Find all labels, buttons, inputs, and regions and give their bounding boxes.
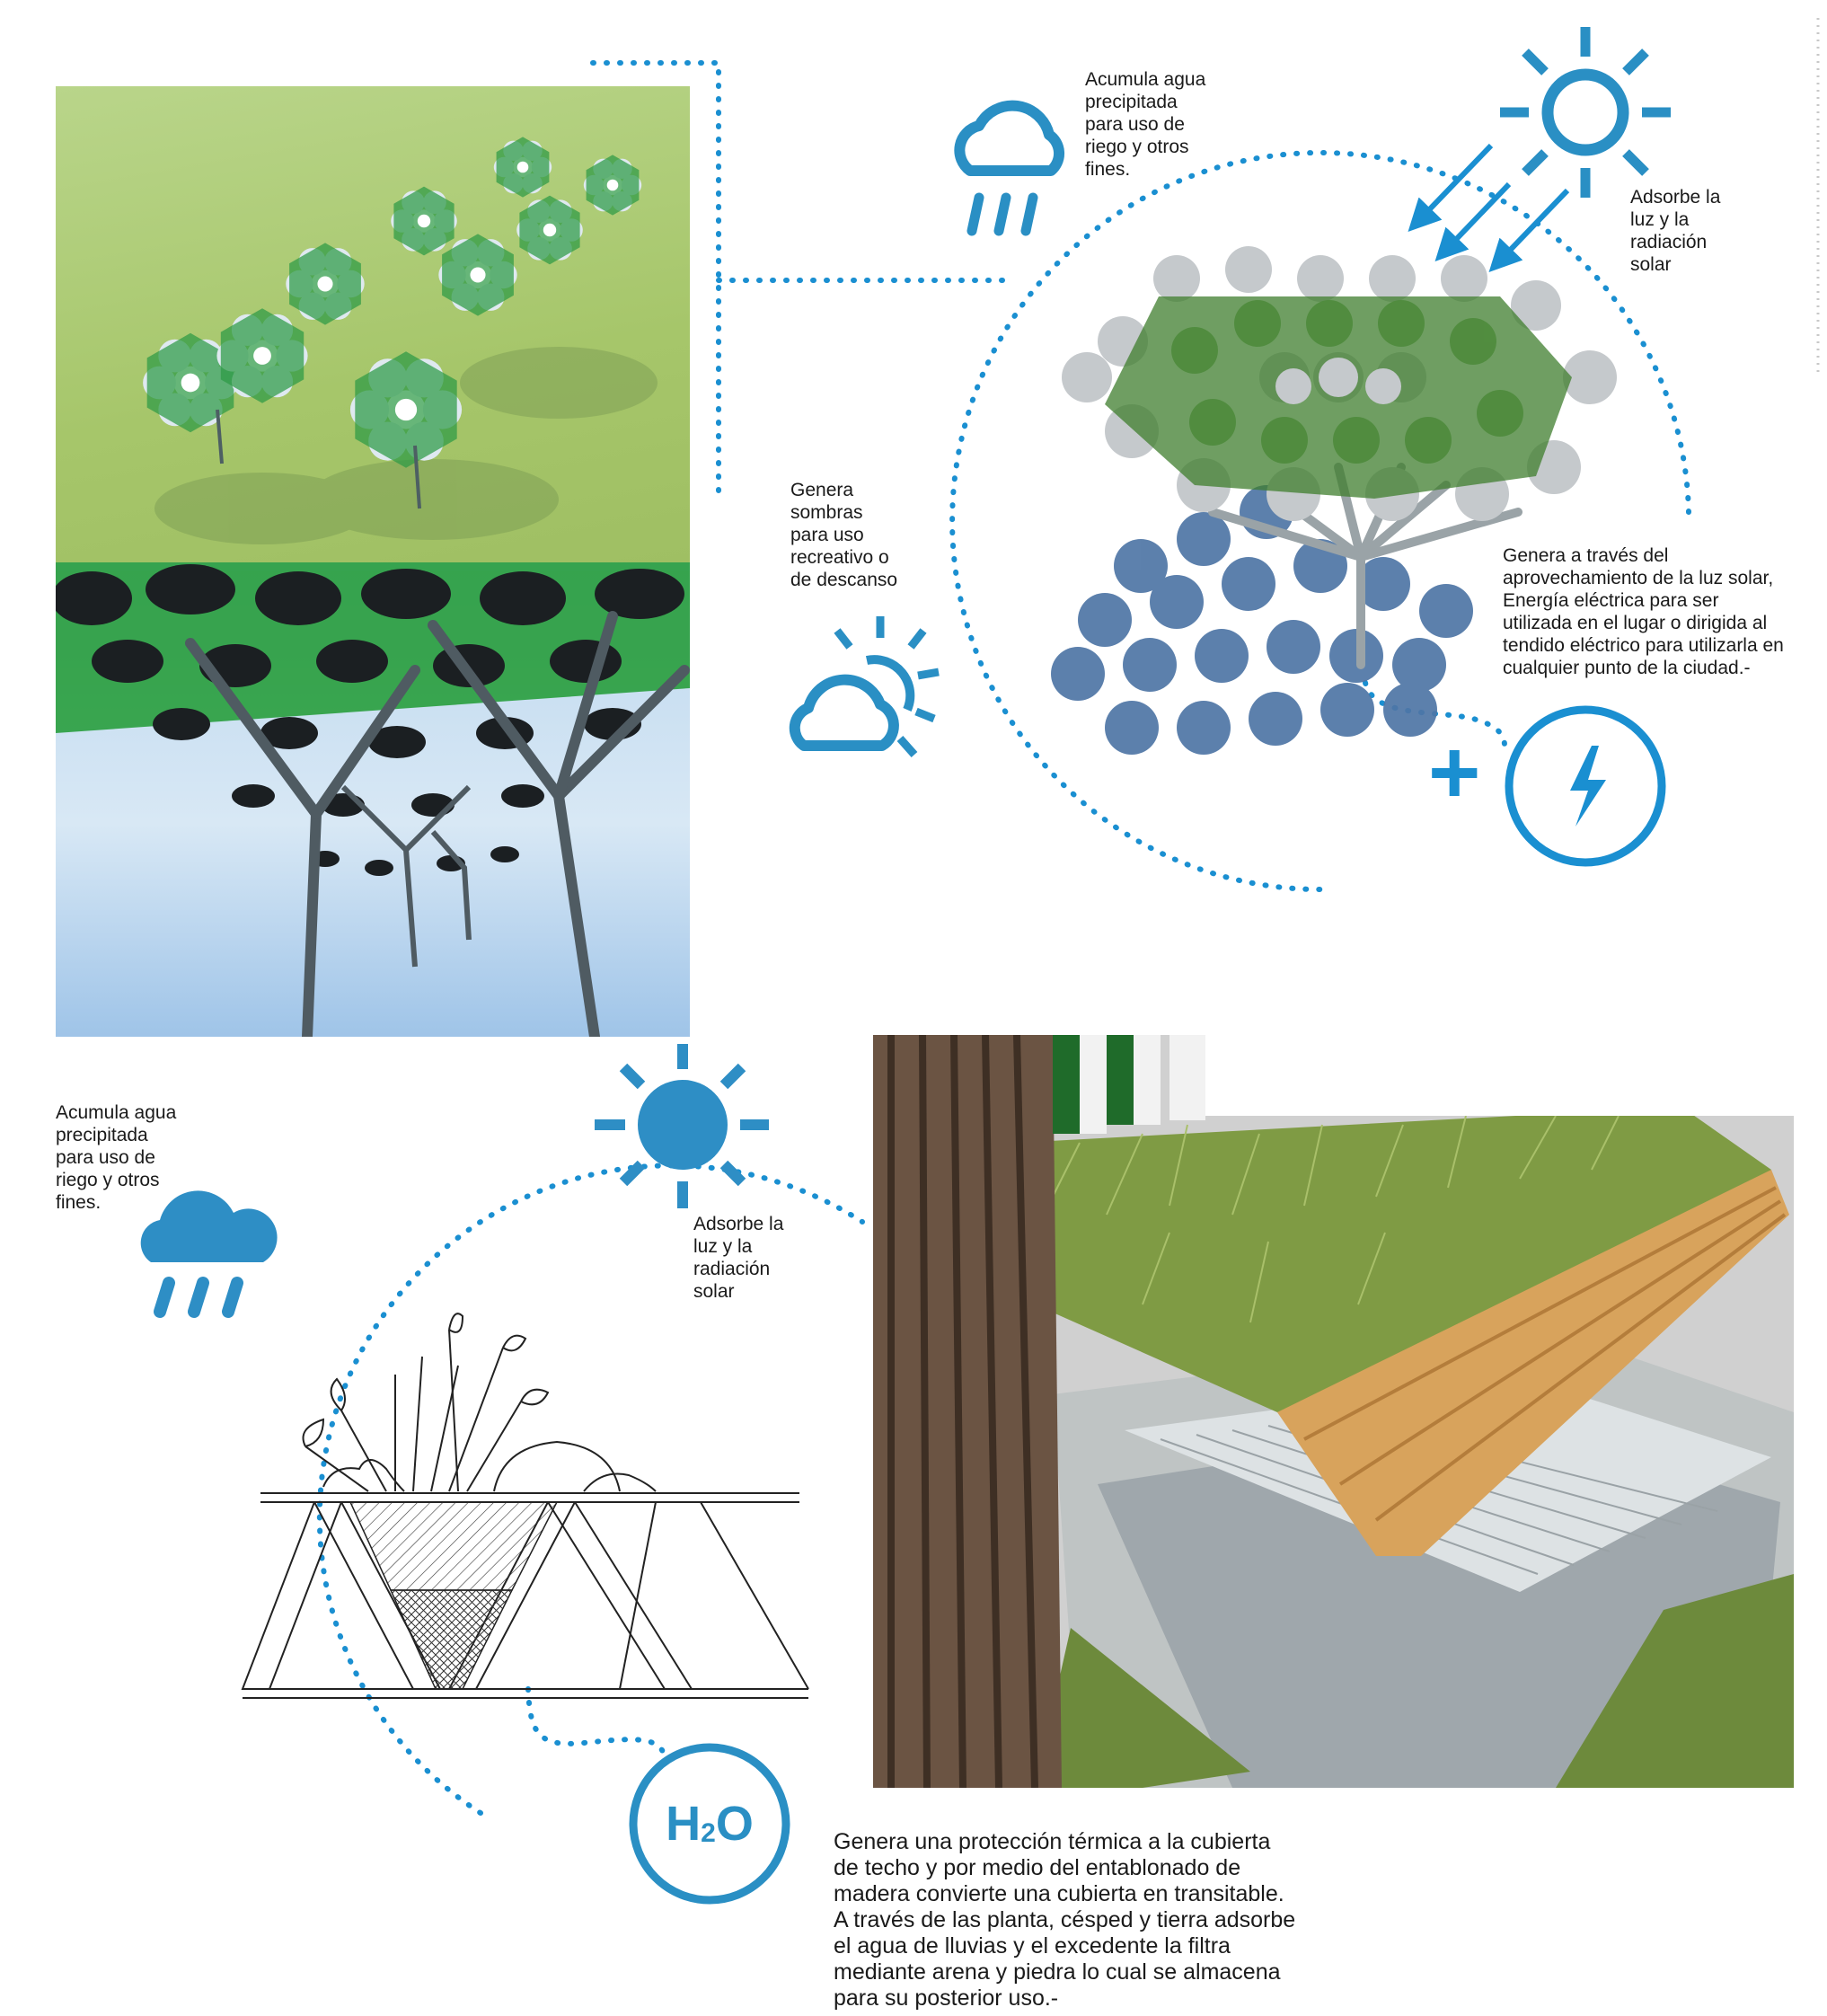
top-water-caption: Acumula agua precipitada para uso de rie… [1085,69,1206,180]
top-energy-caption: Genera a través del aprovechamiento de l… [1503,545,1784,678]
bottom-roof-caption: Genera una protección térmica a la cubie… [834,1829,1296,2011]
bottom-solar-caption: Adsorbe la luz y la radiación solar [693,1214,784,1302]
canopy-aerial-drawing [143,137,658,544]
canopy-underside-drawing [56,562,690,1037]
h2o-h: H [666,1797,702,1851]
rain-cloud-filled-icon [140,1190,278,1318]
electricity-icon [1505,705,1666,867]
solar-tree-diagram [1051,246,1617,755]
top-solar-caption: Adsorbe la luz y la radiación solar [1630,187,1721,275]
green-roof-render-drawing [873,1035,1794,1788]
bottom-water-caption: Acumula agua precipitada para uso de rie… [56,1102,177,1213]
solar-canopy-aerial-render [56,86,690,562]
cloud-sun-icon [789,616,940,757]
green-roof-section-drawing [241,1313,809,1699]
plus-symbol: + [1428,722,1481,823]
sunlight-arrows-icon [1408,143,1570,272]
sun-filled-icon [595,1044,769,1208]
h2o-o: O [715,1797,754,1851]
h2o-circle-icon [629,1743,790,1905]
solar-canopy-underside-render [56,562,690,1037]
rain-cloud-icon [954,100,1065,236]
sun-outline-icon [1500,27,1671,198]
green-roof-render [873,1035,1794,1788]
top-shade-caption: Genera sombras para uso recreativo o de … [790,480,898,590]
h2o-subscript: 2 [701,1818,716,1848]
